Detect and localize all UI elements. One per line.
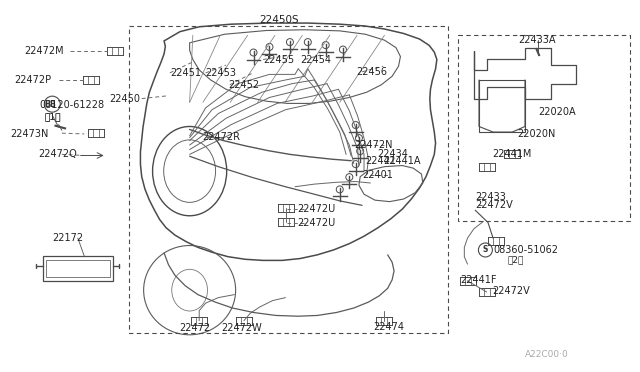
- Text: S: S: [483, 246, 488, 254]
- Text: 22472U: 22472U: [298, 218, 336, 228]
- Text: 22473N: 22473N: [11, 129, 49, 139]
- Text: 、2、: 、2、: [508, 255, 524, 264]
- Text: 22472N: 22472N: [354, 140, 392, 150]
- Text: 、1、: 、1、: [45, 112, 61, 121]
- Text: 22451: 22451: [170, 68, 201, 78]
- Text: 22441F: 22441F: [460, 275, 497, 285]
- Text: 22441M: 22441M: [492, 149, 531, 158]
- Text: 22472V: 22472V: [492, 286, 529, 296]
- Text: 22450: 22450: [109, 94, 140, 103]
- Text: 、1、: 、1、: [45, 112, 61, 121]
- Text: 22472P: 22472P: [14, 75, 51, 85]
- Text: 22472R: 22472R: [202, 132, 241, 142]
- Text: 22441: 22441: [365, 156, 396, 166]
- Text: 22472M: 22472M: [24, 46, 64, 56]
- Text: 22454: 22454: [300, 55, 331, 64]
- Text: 22472W: 22472W: [221, 323, 262, 333]
- Text: 08120-61228: 08120-61228: [40, 100, 104, 110]
- Text: 08360-51062: 08360-51062: [493, 246, 558, 255]
- Text: 22453: 22453: [205, 68, 237, 78]
- Bar: [43, 256, 113, 281]
- Text: 22441A: 22441A: [383, 156, 420, 166]
- Text: 22433A: 22433A: [518, 35, 556, 45]
- Text: A22C00·0: A22C00·0: [525, 350, 569, 359]
- Text: 22401: 22401: [363, 170, 394, 180]
- Text: 22452: 22452: [228, 80, 259, 90]
- Text: 22020N: 22020N: [517, 129, 556, 139]
- Text: 22472V: 22472V: [475, 201, 513, 210]
- Text: 22433: 22433: [475, 192, 506, 202]
- Text: B: B: [49, 100, 55, 109]
- Text: 22020A: 22020A: [538, 108, 575, 117]
- Bar: [479, 80, 525, 132]
- Text: 22172: 22172: [52, 233, 83, 243]
- Text: 22455: 22455: [263, 55, 294, 64]
- Bar: [46, 260, 110, 277]
- Text: 22474: 22474: [374, 323, 404, 332]
- Text: B: B: [44, 100, 50, 109]
- Text: 22472: 22472: [179, 323, 210, 333]
- Text: 22456: 22456: [356, 67, 387, 77]
- Text: 22472U: 22472U: [298, 204, 336, 214]
- Text: 22450S: 22450S: [259, 16, 299, 25]
- Text: 22434: 22434: [377, 150, 408, 159]
- Text: 22472Q: 22472Q: [38, 150, 77, 159]
